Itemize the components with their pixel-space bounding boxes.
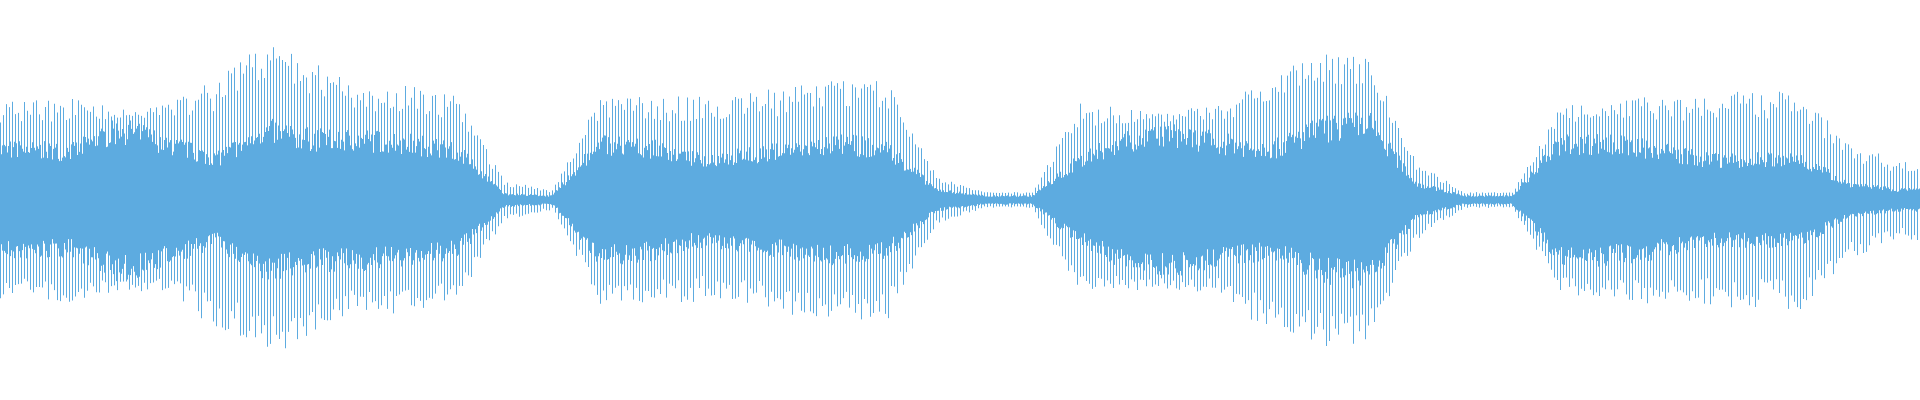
waveform-samples <box>0 47 1920 349</box>
